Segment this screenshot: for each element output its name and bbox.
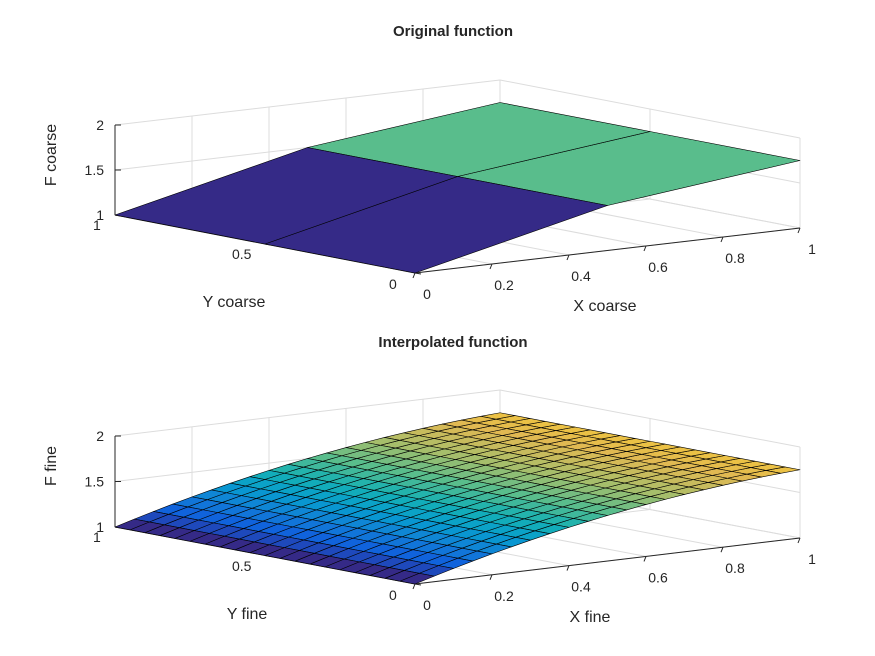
x-tick-label: 0.8	[725, 560, 745, 576]
x-tick-mark	[489, 574, 493, 580]
y-tick-label: 0	[389, 276, 397, 292]
x-tick-mark	[489, 263, 493, 270]
x-tick-label: 0.4	[571, 268, 591, 284]
y-tick-label: 1	[93, 529, 101, 545]
x-tick-mark	[566, 254, 570, 261]
surface-face	[114, 147, 458, 245]
y-tick-label: 0.5	[232, 246, 252, 262]
x-axis-label: X fine	[570, 609, 611, 626]
x-tick-mark	[566, 565, 570, 571]
x-axis-label: X coarse	[573, 298, 636, 315]
surface-0	[114, 102, 801, 274]
x-tick-label: 0.4	[571, 579, 591, 595]
y-tick-label: 1	[93, 217, 101, 233]
z-tick-label: 1	[96, 519, 104, 535]
grid-line	[114, 389, 501, 437]
x-tick-mark	[643, 245, 647, 252]
grid-line	[114, 79, 501, 126]
y-tick-label: 0.5	[232, 558, 252, 574]
x-tick-mark	[412, 272, 416, 279]
y-tick-mark	[414, 583, 422, 586]
x-tick-mark	[797, 227, 801, 234]
x-axis-line	[414, 537, 801, 585]
x-tick-label: 1	[808, 241, 816, 257]
y-tick-label: 0	[389, 587, 397, 603]
x-tick-label: 0.2	[494, 277, 514, 293]
x-tick-mark	[412, 583, 416, 590]
surface-1	[114, 412, 801, 585]
x-tick-label: 0	[423, 286, 431, 302]
chart-title: Interpolated function	[378, 334, 527, 351]
x-tick-label: 0	[423, 597, 431, 613]
x-tick-label: 1	[808, 551, 816, 567]
z-tick-label: 2	[96, 117, 104, 133]
x-tick-mark	[720, 547, 724, 553]
z-tick-label: 1.5	[85, 162, 105, 178]
x-tick-label: 0.2	[494, 588, 514, 604]
surface-face	[114, 518, 150, 531]
x-tick-label: 0.6	[648, 259, 668, 275]
y-axis-label: Y fine	[227, 606, 268, 623]
x-tick-mark	[720, 236, 724, 243]
chart-title: Original function	[393, 23, 513, 40]
x-tick-mark	[643, 556, 647, 562]
z-tick-label: 1	[96, 207, 104, 223]
x-tick-mark	[797, 537, 801, 544]
x-tick-label: 0.8	[725, 250, 745, 266]
y-tick-mark	[414, 272, 422, 275]
z-axis-label: F coarse	[43, 124, 60, 186]
z-axis-label: F fine	[43, 446, 60, 486]
x-tick-label: 0.6	[648, 569, 668, 585]
z-tick-label: 1.5	[85, 474, 105, 490]
y-axis-label: Y coarse	[203, 294, 266, 311]
x-axis-line	[414, 227, 801, 274]
z-tick-label: 2	[96, 428, 104, 444]
